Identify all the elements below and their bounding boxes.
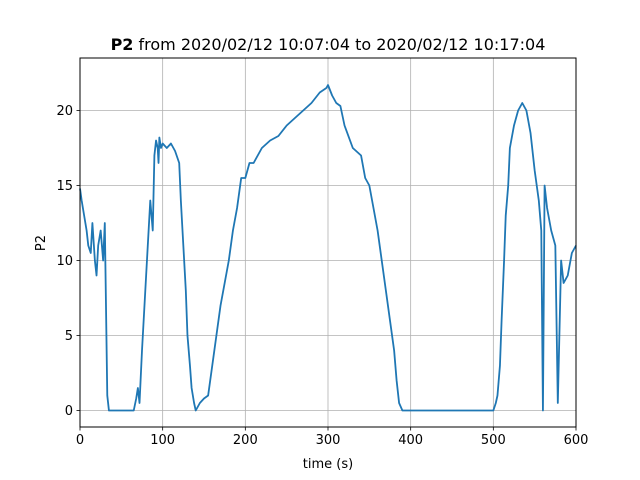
ticks: 0 100 200 300 400 500 600 0 5 10 15 20 (56, 104, 588, 448)
x-tick-label: 500 (481, 433, 506, 448)
chart-title-rest: from 2020/02/12 10:07:04 to 2020/02/12 1… (133, 35, 545, 54)
y-tick-label: 15 (56, 179, 73, 194)
x-tick-label: 300 (316, 433, 341, 448)
x-tick-label: 600 (564, 433, 589, 448)
y-tick-label: 0 (65, 404, 73, 419)
chart-title: P2 from 2020/02/12 10:07:04 to 2020/02/1… (111, 35, 546, 54)
y-tick-label: 5 (65, 329, 73, 344)
x-tick-label: 200 (233, 433, 258, 448)
series-line-p2 (79, 84, 577, 412)
x-tick-label: 0 (76, 433, 84, 448)
y-tick-label: 20 (56, 104, 73, 119)
x-tick-label: 400 (398, 433, 423, 448)
x-axis-label: time (s) (303, 457, 353, 472)
y-axis-label: P2 (34, 235, 49, 251)
series-layer (79, 84, 577, 412)
y-tick-label: 10 (56, 254, 73, 269)
chart-title-bold: P2 (111, 35, 134, 54)
x-tick-label: 100 (150, 433, 175, 448)
